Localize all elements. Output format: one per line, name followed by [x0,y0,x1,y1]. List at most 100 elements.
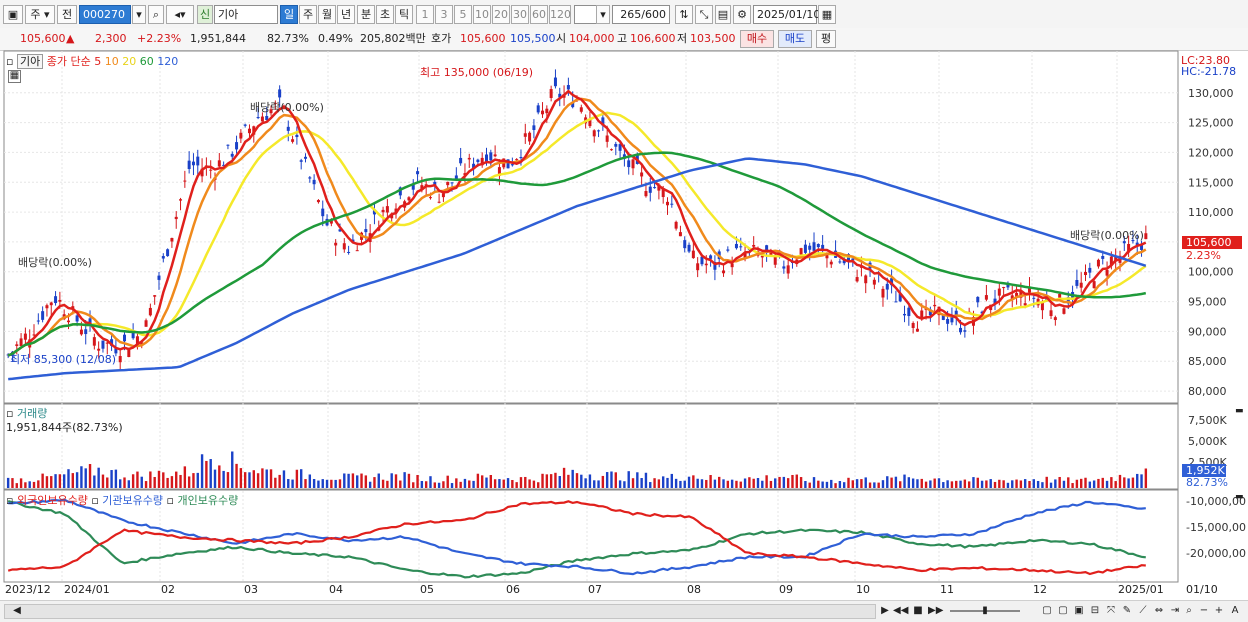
period-month[interactable]: 월 [318,5,336,24]
scrollbar[interactable] [4,604,876,619]
scroll-right-icon[interactable]: ▶ [881,605,889,616]
window-menu-icon[interactable]: ▣ [3,5,23,24]
mode-select[interactable]: 주 ▾ [25,5,55,24]
code-dropdown-icon[interactable]: ▾ [132,5,146,24]
volume-bar [235,463,238,488]
prev-button[interactable]: 전 [57,5,77,24]
zoom-out-icon[interactable]: − [1199,605,1209,616]
zoom-slider[interactable] [950,610,1020,612]
interval-3[interactable]: 3 [435,5,453,24]
volume-bar [88,464,92,488]
volume-bar [330,479,333,488]
volume-bar [580,474,583,488]
gear-icon[interactable]: ⚙ [733,5,751,24]
candle-body [1101,255,1105,259]
move-icon[interactable]: ⇔ [1154,605,1164,616]
period-minute[interactable]: 분 [357,5,375,24]
interval-dropdown-icon[interactable]: ▾ [596,5,610,24]
volume-bar [299,469,303,488]
candle-body [187,160,191,170]
volume-bar [640,478,643,488]
holdings-minimize-icon[interactable]: ▬ [1235,492,1244,502]
period-day[interactable]: 일 [280,5,298,24]
compare-lines-icon[interactable]: ⤧ [1107,605,1115,616]
volume-bar [631,478,635,488]
candle-body [812,242,816,251]
volume-bar [317,480,320,488]
period-second[interactable]: 초 [376,5,394,24]
calendar-icon[interactable]: ▦ [818,5,836,24]
interval-1[interactable]: 1 [416,5,434,24]
chart-area[interactable]: 130,000 125,000 120,000 115,000 110,000 100,0… [0,50,1248,600]
holdings-settings-icon-3[interactable]: ▫ [166,494,174,507]
new-badge[interactable]: 신 [197,5,213,24]
volume-minimize-icon[interactable]: ▬ [1235,406,1244,416]
volume-bar [515,482,518,488]
table-icon[interactable]: ▦ [8,70,21,83]
moving-averages [7,89,1147,381]
zoom-slider-thumb[interactable]: ▮ [982,605,988,616]
volume-settings-icon[interactable]: ▫ [6,407,14,420]
interval-30[interactable]: 30 [511,5,529,24]
font-size-icon[interactable]: A [1231,605,1239,616]
period-week[interactable]: 주 [299,5,317,24]
sell-button[interactable]: 매도 [778,30,812,48]
layout-icon-1[interactable]: ▢ [1042,605,1052,616]
layout-icon-2[interactable]: ▢ [1058,605,1068,616]
interval-60[interactable]: 60 [530,5,548,24]
layout-icon-4[interactable]: ⊟ [1090,605,1100,616]
eval-button[interactable]: 평 [816,30,836,48]
rewind-icon[interactable]: ◀◀ [893,605,909,616]
date-field[interactable]: 2025/01/10 [753,5,820,24]
grid [4,51,1178,582]
count-field[interactable]: 265/600 [612,5,670,24]
volume-bar [743,478,747,488]
candle-body [782,266,786,269]
volume-bar [705,479,708,488]
volume-bar [825,481,829,488]
stop-icon[interactable]: ■ [913,605,923,616]
search-icon[interactable]: ⌕ [148,5,164,24]
magnifier-icon[interactable]: ⌕ [1186,605,1192,616]
compare-icon[interactable]: ⇅ [675,5,693,24]
forward-icon[interactable]: ▶▶ [928,605,944,616]
holdings-settings-icon[interactable]: ▫ [6,494,14,507]
volume-bar [1041,482,1044,488]
save-icon[interactable]: ▤ [715,5,731,24]
volume-bar [274,477,277,488]
volume-bar [722,479,725,488]
candle-body [665,201,669,206]
volume-bar [205,460,208,488]
volume-bar [812,477,816,488]
zoom-in-icon[interactable]: + [1214,605,1224,616]
period-tick[interactable]: 틱 [395,5,413,24]
scroll-left-icon[interactable]: ◀ [13,605,21,616]
speaker-icon[interactable]: ◂▾ [166,5,194,24]
volume-bar [394,474,398,488]
volume-bar [933,478,936,488]
stock-code-input[interactable]: 000270 [79,5,131,24]
interval-120[interactable]: 120 [549,5,571,24]
draw-icon[interactable]: ⟋ [1139,605,1147,616]
tools-icon[interactable]: ✎ [1122,605,1132,616]
volume-bar [601,475,605,488]
interval-10[interactable]: 10 [473,5,491,24]
volume-bar [605,472,609,488]
buy-button[interactable]: 매수 [740,30,774,48]
interval-5[interactable]: 5 [454,5,472,24]
candle-body [760,255,764,258]
stock-name-field[interactable]: 기아 [214,5,278,24]
volume-bar [1114,481,1117,488]
period-year[interactable]: 년 [337,5,355,24]
interval-20[interactable]: 20 [492,5,510,24]
layout-icon-3[interactable]: ▣ [1074,605,1084,616]
stock-chart[interactable]: 130,000 125,000 120,000 115,000 110,000 100,0… [0,50,1248,600]
candle-body [1088,267,1092,273]
holdings-settings-icon-2[interactable]: ▫ [91,494,99,507]
candle-body [97,348,101,351]
crosshair-icon[interactable]: ⤡ [695,5,713,24]
price-axis-tick: 125,000 [1188,117,1234,130]
export-icon[interactable]: ⇥ [1170,605,1180,616]
legend-stock-name[interactable]: 기아 [16,54,44,69]
settings-small-icon[interactable]: ▫ [6,55,14,68]
